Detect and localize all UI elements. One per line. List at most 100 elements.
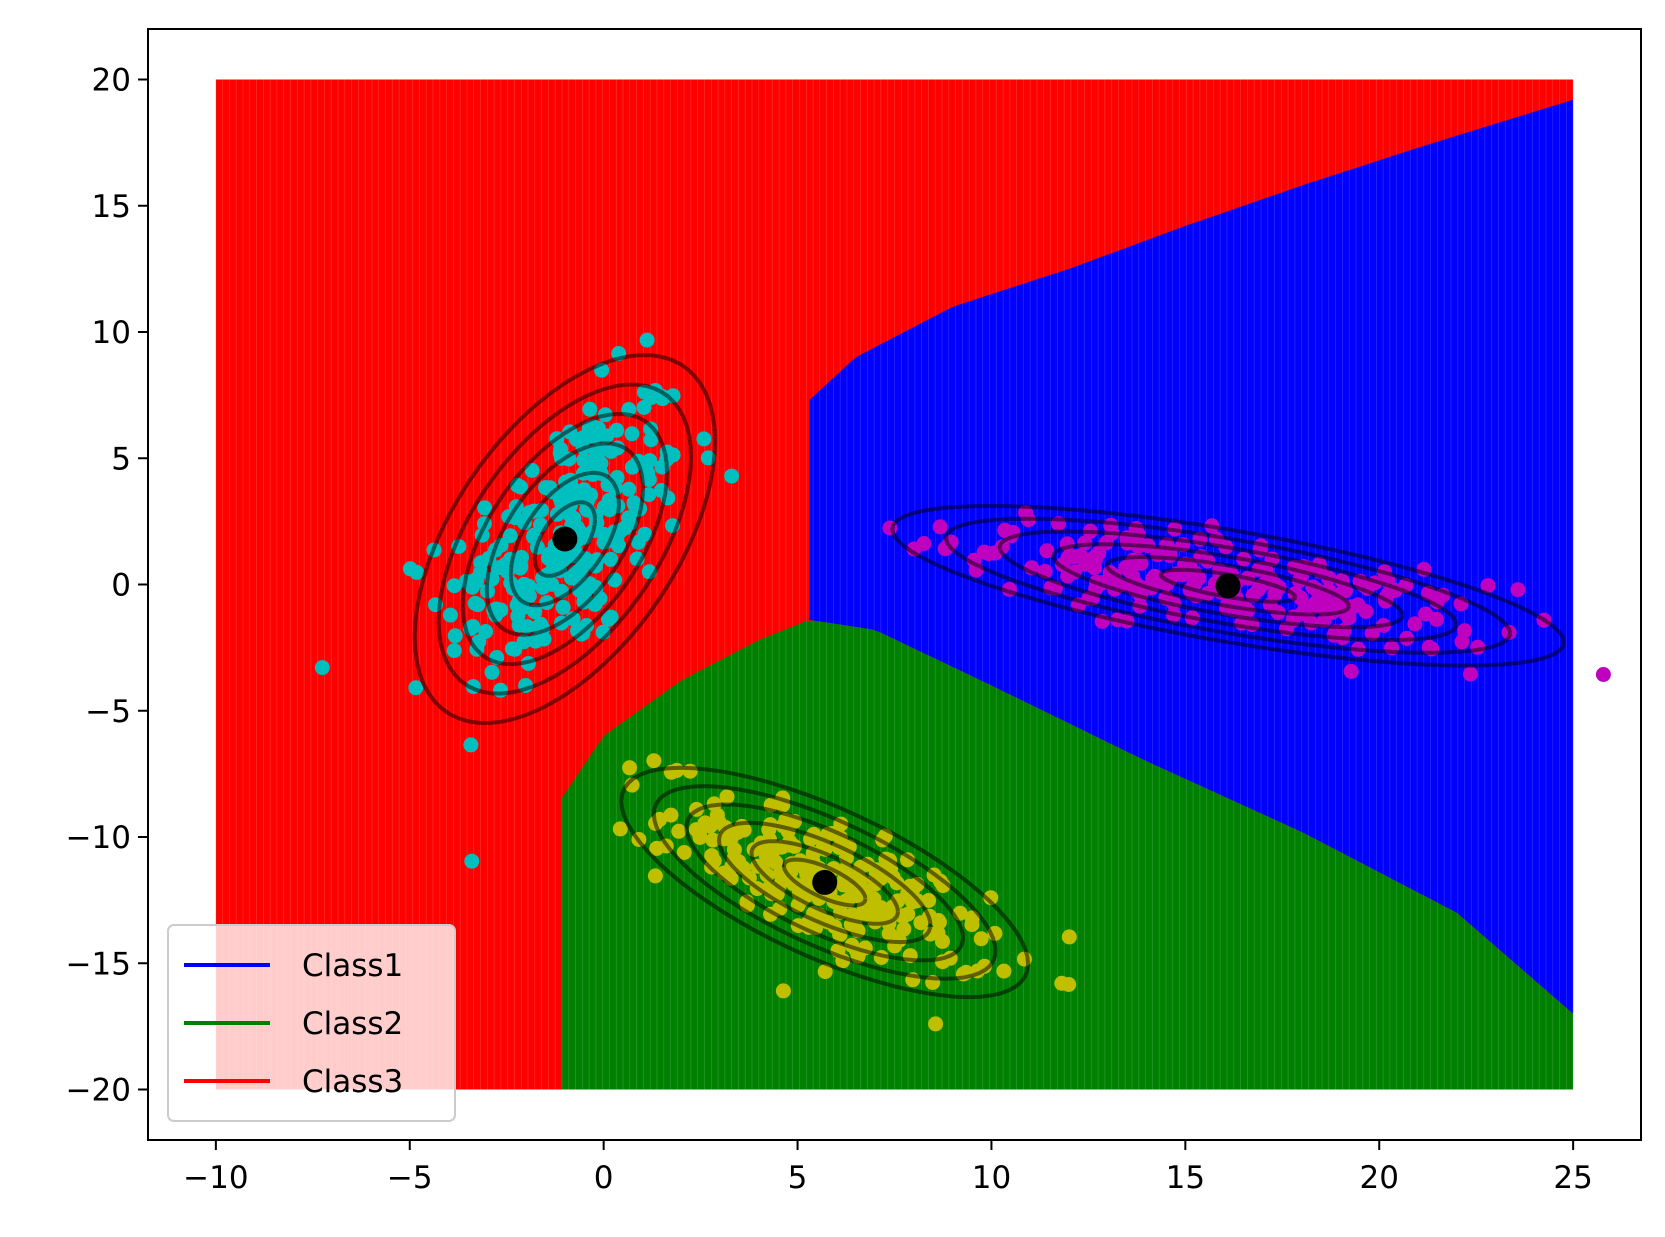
- data-point: [533, 616, 549, 632]
- y-tick-label: 15: [92, 189, 131, 225]
- data-point: [1315, 600, 1331, 615]
- data-point: [1293, 590, 1309, 606]
- data-point: [527, 604, 543, 620]
- data-point: [719, 789, 735, 805]
- data-point: [730, 825, 745, 840]
- contours-yellow: [619, 765, 1031, 1000]
- contour-line: [508, 470, 621, 608]
- data-point: [786, 876, 802, 892]
- contour-line: [943, 516, 1513, 655]
- y-tick-label: 5: [111, 441, 131, 477]
- y-tick-label: −5: [85, 694, 131, 730]
- data-point: [900, 906, 916, 922]
- data-point: [1054, 975, 1070, 991]
- y-tick-label: 10: [92, 315, 131, 351]
- data-point: [983, 890, 999, 906]
- data-point: [1125, 552, 1141, 568]
- data-point: [581, 420, 597, 436]
- data-point: [741, 870, 757, 886]
- y-tick-label: −15: [66, 946, 131, 982]
- data-point: [641, 487, 657, 503]
- data-point: [507, 641, 523, 657]
- data-point: [566, 510, 582, 526]
- data-point: [464, 853, 480, 869]
- data-point: [1510, 582, 1526, 598]
- data-point: [630, 534, 646, 550]
- data-point: [1191, 570, 1207, 586]
- data-point: [409, 564, 425, 580]
- data-point: [612, 821, 628, 837]
- contour-line: [684, 802, 965, 963]
- contour-line: [484, 441, 645, 637]
- data-point: [1343, 663, 1359, 679]
- data-point: [1091, 545, 1107, 561]
- data-point: [473, 564, 489, 580]
- data-point: [775, 983, 791, 999]
- data-point: [932, 519, 948, 535]
- data-point: [314, 660, 330, 676]
- data-point: [646, 753, 662, 769]
- contour-line: [997, 529, 1459, 643]
- data-point: [447, 628, 463, 644]
- y-tick-label: −20: [66, 1073, 131, 1109]
- contour-line: [651, 784, 998, 981]
- data-point: [1457, 623, 1473, 639]
- contour-line: [460, 411, 669, 667]
- data-point: [643, 432, 659, 448]
- data-point: [463, 737, 479, 753]
- contours-magenta: [890, 503, 1566, 668]
- data-point: [442, 607, 458, 623]
- x-tick-label: 5: [788, 1160, 808, 1196]
- data-point: [881, 926, 897, 942]
- y-tick-label: 20: [92, 63, 131, 99]
- data-point: [817, 964, 833, 980]
- contour-line: [1105, 554, 1351, 617]
- data-point: [609, 422, 625, 438]
- data-point: [1595, 667, 1611, 682]
- legend-label-class1: Class1: [302, 948, 403, 984]
- data-point: [1039, 543, 1055, 559]
- contour-line: [532, 500, 597, 578]
- contour-line: [1051, 542, 1405, 630]
- contour-line: [749, 839, 900, 926]
- data-point: [973, 931, 989, 947]
- data-point: [1407, 616, 1423, 632]
- data-point: [478, 624, 494, 639]
- legend: Class1 Class2 Class3: [167, 924, 456, 1122]
- legend-label-class3: Class3: [302, 1064, 403, 1100]
- data-point: [408, 680, 424, 696]
- data-point: [1077, 556, 1093, 572]
- data-point: [622, 760, 638, 776]
- region-class2: [561, 620, 1574, 1090]
- data-point: [465, 619, 481, 634]
- x-tick-label: 20: [1360, 1160, 1399, 1196]
- mean-marker: [552, 526, 578, 552]
- data-point: [663, 807, 679, 823]
- data-point: [928, 1016, 944, 1032]
- data-point: [1061, 929, 1077, 945]
- contour-line: [619, 765, 1031, 1000]
- data-point: [671, 823, 687, 839]
- region-class1: [809, 99, 1574, 1014]
- legend-box: [167, 924, 456, 1122]
- mean-marker: [1215, 573, 1241, 599]
- data-point: [477, 500, 493, 516]
- contour-line: [890, 503, 1566, 668]
- x-tick-label: 10: [972, 1160, 1011, 1196]
- x-tick-label: 0: [594, 1160, 614, 1196]
- data-point: [516, 576, 532, 592]
- data-point: [996, 963, 1012, 979]
- data-point: [976, 544, 992, 560]
- data-point: [556, 552, 571, 568]
- data-point: [582, 401, 598, 417]
- data-point: [446, 578, 462, 594]
- data-point: [768, 854, 784, 870]
- plot-area: [215, 79, 1611, 1090]
- data-point: [624, 426, 640, 442]
- contour-line: [412, 353, 718, 726]
- data-point: [704, 848, 720, 864]
- contours-cyan: [412, 353, 718, 726]
- data-point: [724, 468, 740, 484]
- contour-line: [1158, 567, 1298, 604]
